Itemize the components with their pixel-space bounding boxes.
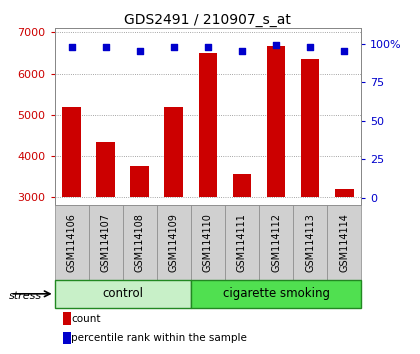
Text: GSM114107: GSM114107 [101,213,111,272]
Point [136,48,143,54]
Point [205,44,211,50]
Bar [301,59,320,197]
Text: GSM114110: GSM114110 [203,213,213,272]
Bar [199,53,217,197]
Title: GDS2491 / 210907_s_at: GDS2491 / 210907_s_at [124,13,291,27]
FancyBboxPatch shape [55,280,191,308]
Point [341,48,347,54]
Text: GSM114106: GSM114106 [67,213,76,272]
Bar [233,174,251,197]
Text: count: count [71,314,101,324]
Text: GSM114108: GSM114108 [135,213,145,272]
Point [239,48,245,54]
Point [68,44,75,50]
Bar [96,142,115,197]
FancyBboxPatch shape [225,205,259,280]
Point [307,44,313,50]
Text: GSM114113: GSM114113 [305,213,315,272]
Text: percentile rank within the sample: percentile rank within the sample [71,333,247,343]
Text: cigarette smoking: cigarette smoking [223,287,330,300]
FancyBboxPatch shape [89,205,123,280]
Point [102,44,109,50]
Bar [130,166,149,197]
Text: GSM114114: GSM114114 [339,213,349,272]
FancyBboxPatch shape [191,205,225,280]
Bar [267,46,286,197]
Bar [165,107,183,197]
FancyBboxPatch shape [55,205,89,280]
Text: GSM114111: GSM114111 [237,213,247,272]
Text: stress: stress [8,291,42,301]
FancyBboxPatch shape [259,205,293,280]
FancyBboxPatch shape [327,205,361,280]
Point [171,44,177,50]
Text: control: control [102,287,143,300]
FancyBboxPatch shape [123,205,157,280]
Text: GSM114109: GSM114109 [169,213,179,272]
FancyBboxPatch shape [157,205,191,280]
Text: GSM114112: GSM114112 [271,213,281,272]
Point [273,42,279,48]
Bar [335,189,354,197]
FancyBboxPatch shape [191,280,361,308]
FancyBboxPatch shape [293,205,327,280]
Bar [62,107,81,197]
